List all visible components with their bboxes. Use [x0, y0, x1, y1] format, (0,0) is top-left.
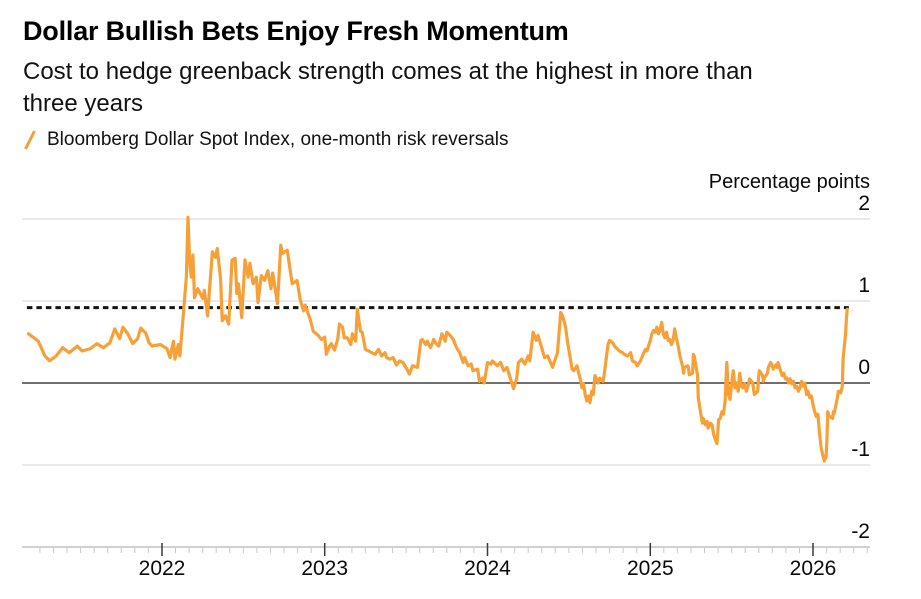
- x-tick-label: 2024: [464, 557, 511, 580]
- legend-line-marker-icon: [24, 130, 36, 150]
- x-tick-label: 2025: [627, 557, 674, 580]
- y-tick-label: -2: [851, 520, 870, 543]
- chart-legend: Bloomberg Dollar Spot Index, one-month r…: [23, 128, 508, 152]
- page-subtitle: Cost to hedge greenback strength comes a…: [23, 56, 753, 120]
- subtitle-line-1: Cost to hedge greenback strength comes a…: [23, 58, 753, 85]
- y-tick-label: 0: [858, 356, 870, 379]
- y-tick-label: -1: [851, 438, 870, 461]
- x-tick-label: 2026: [790, 557, 837, 580]
- legend-label: Bloomberg Dollar Spot Index, one-month r…: [47, 129, 509, 150]
- x-tick-label: 2023: [301, 557, 348, 580]
- series-line: [26, 215, 849, 463]
- page-title: Dollar Bullish Bets Enjoy Fresh Momentum: [23, 16, 569, 46]
- y-tick-label: 1: [858, 274, 870, 297]
- subtitle-line-2: three years: [23, 90, 144, 117]
- risk-reversal-line-chart: 2 1 0 -1 -2 2022 2023 2024 2025 2026: [22, 192, 870, 580]
- y-axis-unit-label: Percentage points: [708, 171, 870, 193]
- y-tick-label: 2: [858, 192, 870, 215]
- x-tick-label: 2022: [139, 557, 186, 580]
